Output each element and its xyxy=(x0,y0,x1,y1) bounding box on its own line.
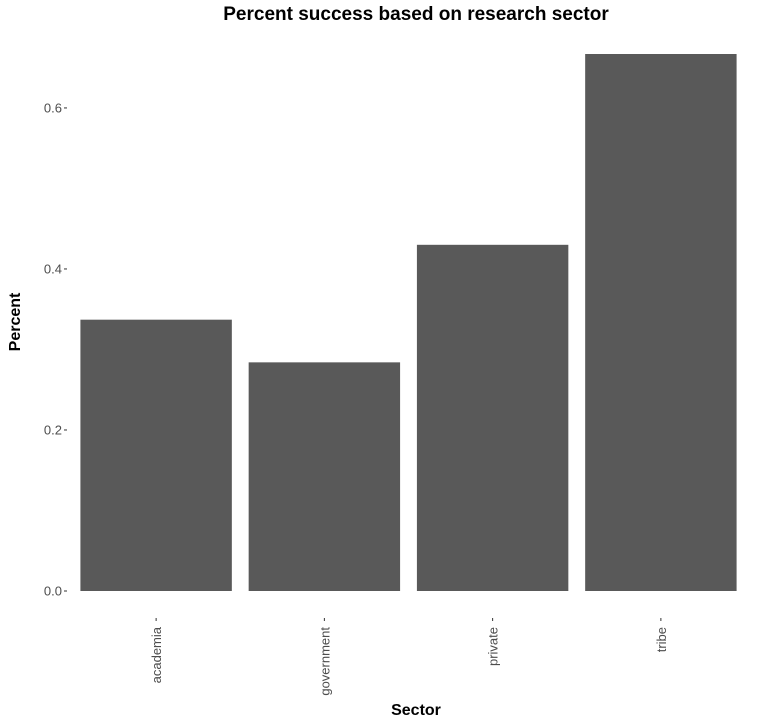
y-axis: 0.0 0.2 0.4 0.6 xyxy=(44,100,67,599)
y-tick-label: 0.0 xyxy=(44,584,62,599)
x-axis: academia government private tribe xyxy=(149,618,669,696)
x-tick-label-tribe: tribe xyxy=(654,627,669,652)
y-axis-title: Percent xyxy=(7,292,24,351)
x-tick-label-private: private xyxy=(486,627,501,666)
bar-tribe xyxy=(585,54,737,591)
y-tick-label: 0.2 xyxy=(44,422,62,437)
bars xyxy=(80,54,737,591)
y-tick-label: 0.4 xyxy=(44,261,62,276)
x-tick-label-academia: academia xyxy=(149,626,164,683)
chart-title: Percent success based on research sector xyxy=(223,4,609,25)
y-tick-label: 0.6 xyxy=(44,100,62,115)
x-tick-label-government: government xyxy=(317,627,332,696)
bar-government xyxy=(248,362,401,591)
bar-private xyxy=(416,244,569,591)
x-axis-title: Sector xyxy=(391,702,441,719)
bar-academia xyxy=(80,319,232,591)
